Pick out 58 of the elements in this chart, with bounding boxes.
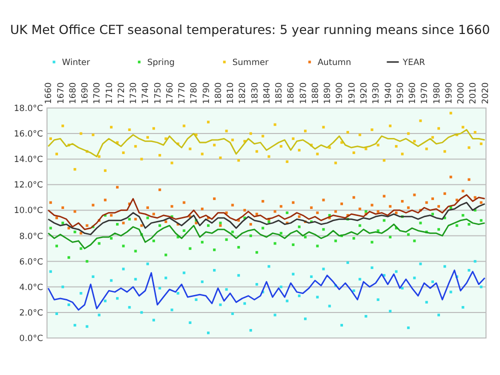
y-tick-label: 8.0°C: [19, 232, 44, 242]
x-tick-label: 1760: [165, 82, 176, 104]
x-tick-label: 2010: [468, 82, 479, 104]
x-tick-label: 1910: [347, 82, 358, 104]
x-tick-label: 1670: [56, 82, 66, 104]
x-tick-label: 1960: [408, 82, 418, 104]
x-tick-label: 2000: [456, 82, 467, 104]
x-tick-label: 1810: [226, 82, 236, 104]
y-tick-label: 10.0°C: [14, 206, 44, 216]
x-tick-label: 1970: [420, 82, 430, 104]
x-tick-label: 1980: [432, 82, 442, 104]
x-tick-label: 1770: [178, 82, 188, 104]
x-tick-label: 1860: [286, 82, 297, 104]
x-tick-label: 1870: [298, 82, 309, 104]
x-tick-label: 1880: [310, 82, 321, 104]
line-series: [48, 129, 486, 158]
x-tick-label: 1700: [92, 82, 103, 104]
y-tick-label: 4.0°C: [19, 282, 44, 293]
y-tick-label: 16.0°C: [14, 130, 44, 140]
x-tick-label: 2020: [480, 82, 491, 104]
chart-title: UK Met Office CET seasonal temperatures: 5 year running means since 1660: [10, 22, 490, 37]
x-tick-label: 1740: [141, 82, 152, 104]
x-tick-label: 1750: [153, 82, 164, 104]
legend-label: Winter: [62, 58, 91, 68]
x-tick-label: 1720: [116, 82, 127, 104]
line-series: [48, 194, 486, 230]
x-tick-label: 1660: [44, 82, 54, 104]
x-tick-label: 1940: [384, 82, 394, 104]
x-tick-label: 1780: [190, 82, 200, 104]
x-tick-label: 1730: [129, 82, 140, 104]
x-tick-label: 1930: [372, 82, 382, 104]
legend-label: Summer: [232, 58, 269, 68]
x-tick-label: 1920: [359, 82, 370, 104]
y-tick-label: 12.0°C: [14, 180, 44, 191]
legend-label: Autumn: [318, 58, 352, 68]
y-tick-label: 2.0°C: [19, 308, 44, 318]
x-tick-label: 1680: [68, 82, 78, 104]
line-series: [48, 270, 486, 311]
x-tick-label: 1950: [396, 82, 406, 104]
x-tick-label: 1990: [444, 82, 454, 104]
x-tick-label: 1820: [238, 82, 248, 104]
x-tick-label: 1790: [202, 82, 212, 104]
x-tick-label: 1710: [104, 82, 115, 104]
y-tick-label: 18.0°C: [14, 104, 44, 114]
y-tick-label: 14.0°C: [14, 155, 44, 166]
legend-label: YEAR: [402, 58, 426, 68]
line-series: [48, 218, 486, 250]
x-tick-label: 1850: [274, 82, 285, 104]
y-tick-label: 0.0°C: [19, 334, 44, 344]
y-tick-label: 6.0°C: [19, 257, 44, 268]
x-tick-label: 1690: [80, 82, 91, 104]
x-tick-label: 1900: [335, 82, 346, 104]
x-tick-label: 1800: [214, 82, 224, 104]
legend-label: Spring: [147, 58, 175, 68]
line-series: [48, 202, 486, 236]
x-tick-label: 1830: [250, 82, 260, 104]
x-tick-label: 1890: [323, 82, 334, 104]
x-tick-label: 1840: [262, 82, 272, 104]
